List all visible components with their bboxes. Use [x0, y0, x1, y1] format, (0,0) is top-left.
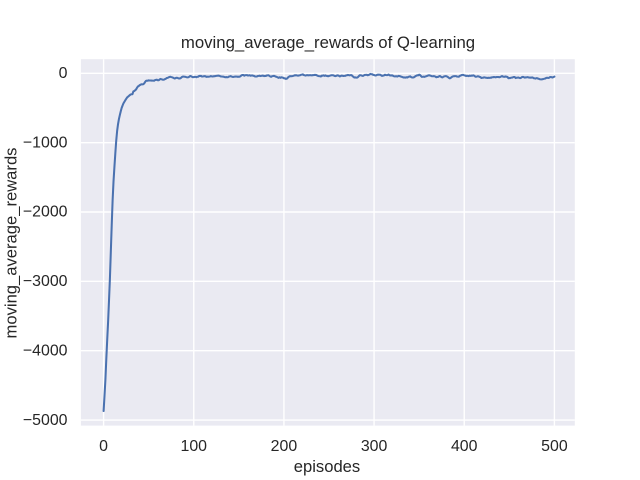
svg-text:0: 0 — [99, 438, 108, 455]
svg-text:−1000: −1000 — [23, 134, 68, 151]
svg-text:moving_average_rewards: moving_average_rewards — [1, 148, 20, 339]
svg-text:−2000: −2000 — [23, 204, 68, 221]
svg-text:100: 100 — [181, 438, 208, 455]
svg-text:500: 500 — [541, 438, 568, 455]
svg-text:−4000: −4000 — [23, 342, 68, 359]
svg-text:400: 400 — [451, 438, 478, 455]
svg-text:episodes: episodes — [294, 457, 360, 476]
svg-text:moving_average_rewards of Q-le: moving_average_rewards of Q-learning — [181, 33, 475, 52]
svg-text:200: 200 — [271, 438, 298, 455]
svg-text:300: 300 — [361, 438, 388, 455]
svg-text:−5000: −5000 — [23, 412, 68, 429]
svg-text:0: 0 — [59, 65, 68, 82]
svg-text:−3000: −3000 — [23, 273, 68, 290]
